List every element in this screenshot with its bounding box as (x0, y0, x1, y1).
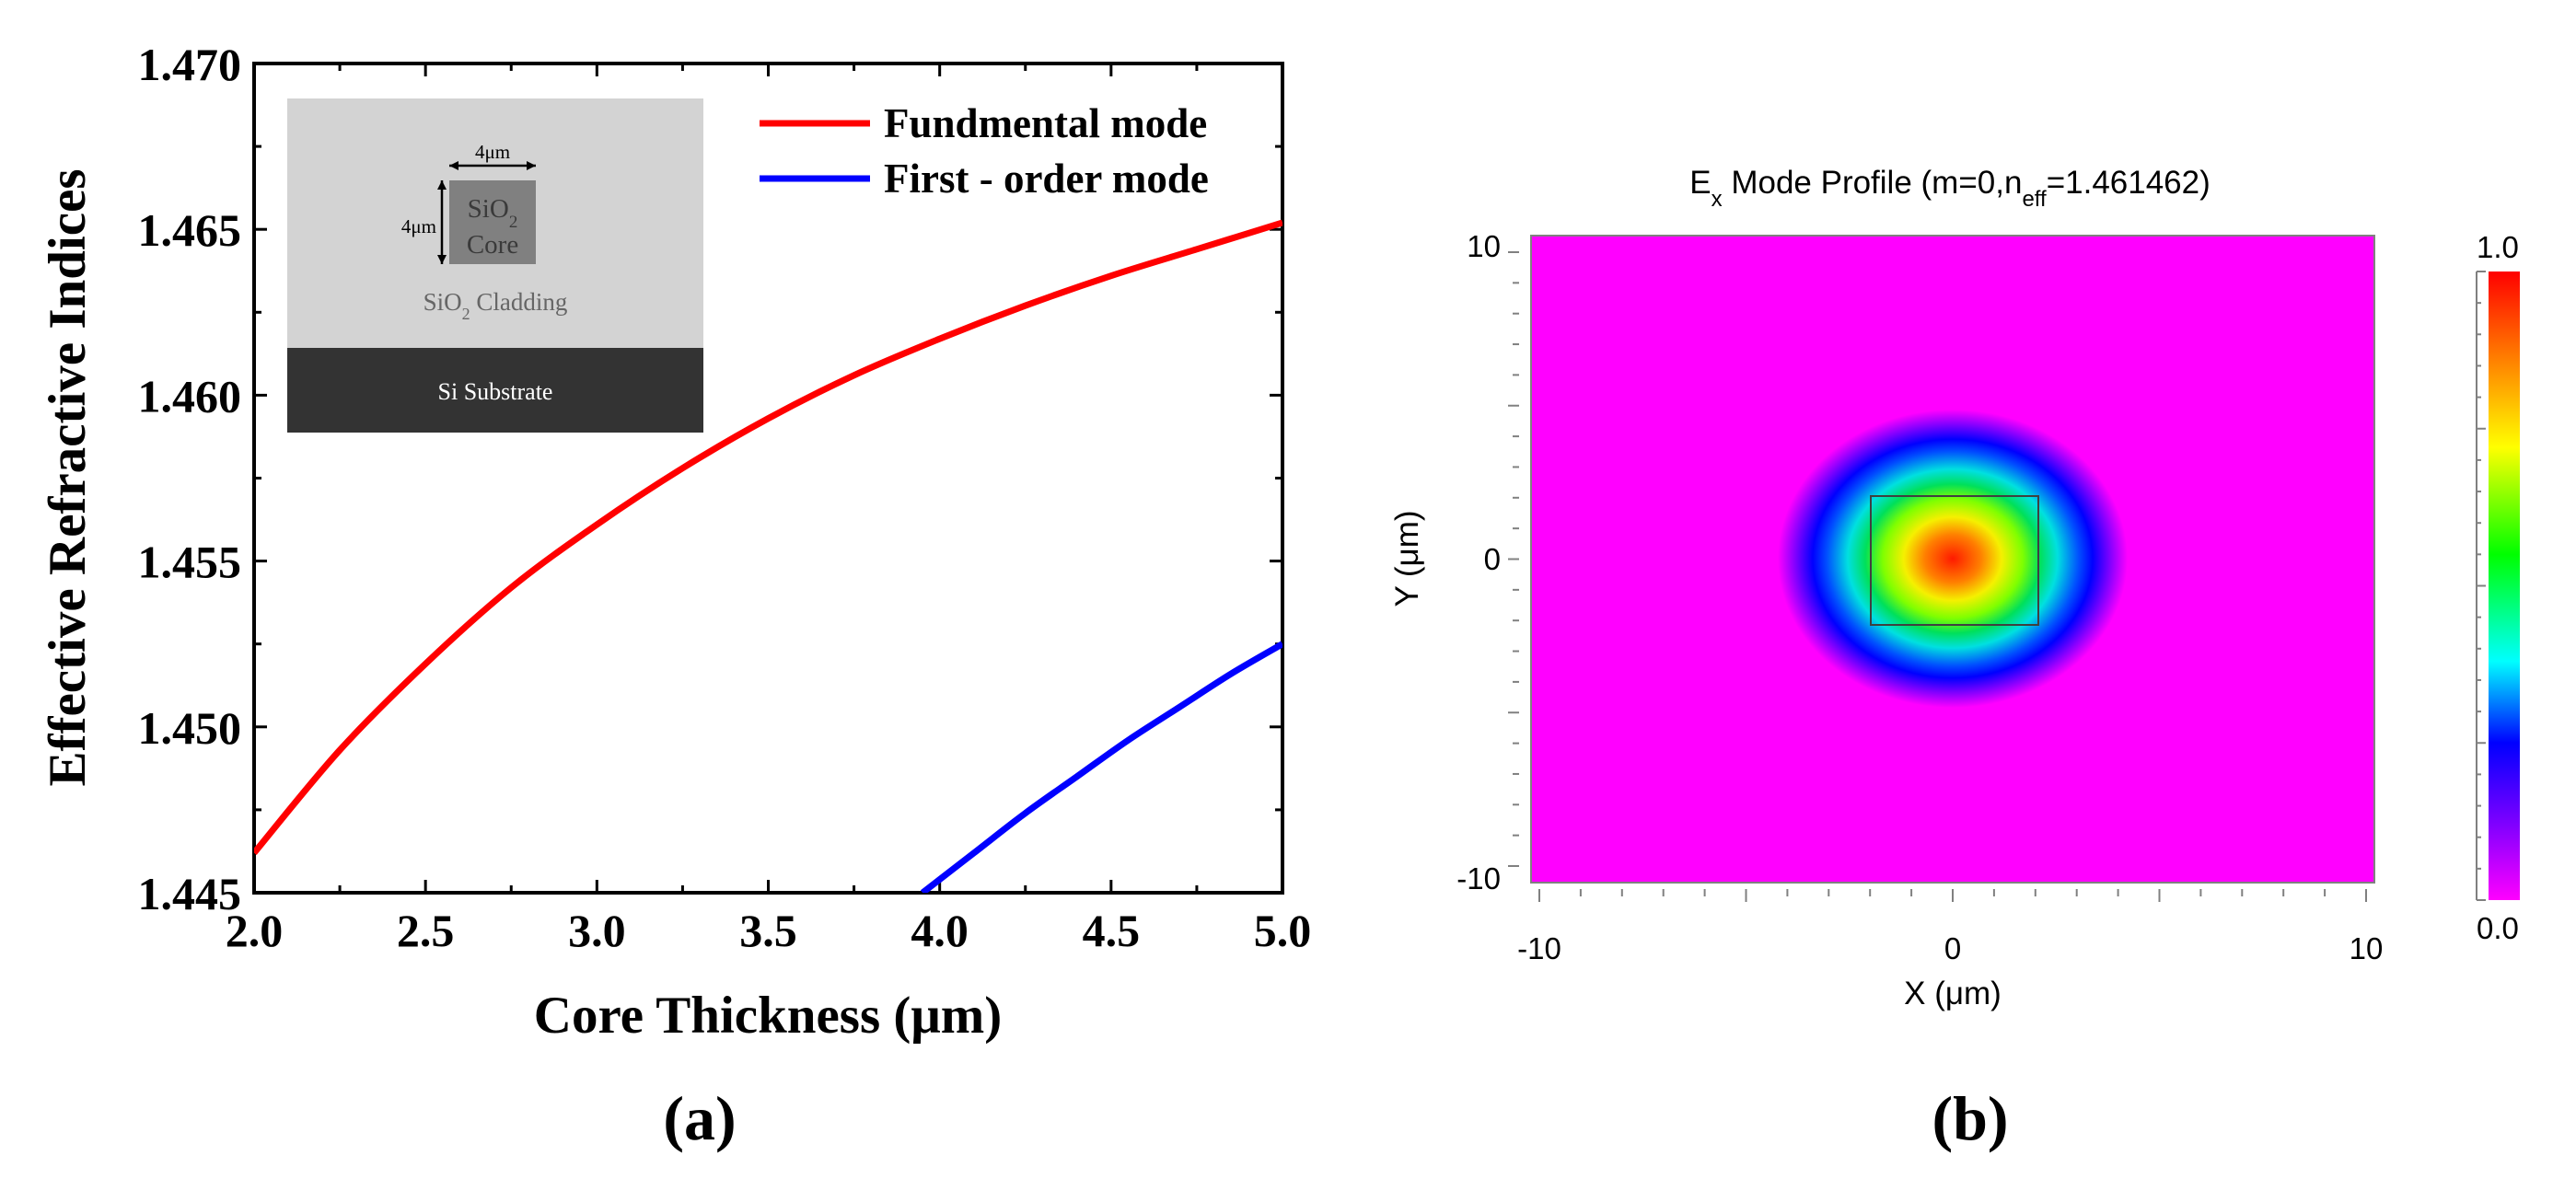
core-label: Core (467, 230, 518, 260)
width-dimension-label: 4μm (475, 141, 510, 163)
x-tick-label-10: 10 (2350, 931, 2384, 965)
series-line-fundamental (254, 219, 1282, 855)
panel-label-b: (b) (1932, 1083, 2008, 1153)
height-arrow-top (437, 180, 447, 190)
colorbar-min-label: 0.0 (2477, 911, 2519, 945)
y-tick-label-a: 1.465 (138, 204, 242, 256)
chart-a: 2.0 2.5 3.0 3.5 4.0 4.5 5.0 1.445 1.450 1.455 1.46… (39, 39, 1311, 1153)
x-tick-label-neg10: -10 (1517, 931, 1561, 965)
x-tick-label-a: 4.0 (911, 905, 969, 956)
panel-label-a: (a) (663, 1083, 736, 1153)
x-tick-label-a: 2.5 (397, 905, 455, 956)
height-arrow-bottom (437, 255, 447, 264)
y-tick-label-0: 0 (1484, 542, 1501, 576)
series-line-first-order (920, 641, 1282, 893)
y-tick-label-a: 1.460 (138, 370, 242, 422)
y-tick-label-neg10: -10 (1456, 861, 1501, 895)
colorbar-gradient (2489, 272, 2520, 900)
ticks-b (1508, 251, 2367, 902)
core-label-material: SiO2 (468, 194, 518, 232)
legend-a: Fundmental mode First - order mode (760, 100, 1209, 202)
x-tick-label-a: 4.5 (1083, 905, 1141, 956)
y-tick-label-10: 10 (1467, 229, 1501, 263)
y-axis-label-a: Effective Refractive Indices (39, 168, 97, 786)
series-lines-a (254, 219, 1282, 893)
y-tick-label-a: 1.455 (138, 537, 242, 588)
y-tick-label-a: 1.470 (138, 39, 242, 90)
core-region (449, 180, 536, 264)
x-axis-label-a: Core Thickness (μm) (534, 987, 1002, 1045)
y-tick-label-a: 1.445 (138, 868, 242, 919)
cladding-label: SiO2 Cladding (424, 288, 568, 323)
mode-field-peak (1778, 410, 2128, 708)
height-dimension-label: 4μm (401, 215, 436, 237)
x-tick-label-a: 3.5 (739, 905, 797, 956)
x-tick-label-a: 2.0 (226, 905, 284, 956)
x-tick-label-a: 5.0 (1254, 905, 1312, 956)
x-axis-label-b: X (μm) (1904, 976, 2002, 1011)
colorbar: 1.0 0.0 (2476, 230, 2520, 945)
tick-labels-a: 2.0 2.5 3.0 3.5 4.0 4.5 5.0 1.445 1.450 1.455 1.46… (138, 39, 1312, 956)
legend-label-fundamental: Fundmental mode (884, 100, 1207, 146)
legend-label-first-order: First - order mode (884, 156, 1209, 202)
colorbar-max-label: 1.0 (2477, 230, 2519, 264)
width-arrow-left (449, 161, 458, 170)
chart-b: Ex Mode Profile (m=0,neff=1.461462) -10 … (1389, 165, 2520, 1153)
waveguide-inset: 4μm 4μm SiO2 Core SiO2 Cladding Si Subst… (287, 98, 703, 433)
substrate-region (287, 348, 703, 433)
substrate-label: Si Substrate (438, 378, 553, 405)
y-axis-label-b: Y (μm) (1389, 510, 1425, 607)
ticks-a (252, 62, 1284, 895)
width-arrow-right (527, 161, 536, 170)
x-tick-label-0: 0 (1944, 931, 1961, 965)
y-tick-label-a: 1.450 (138, 702, 242, 754)
chart-title-b: Ex Mode Profile (m=0,neff=1.461462) (1689, 165, 2210, 212)
colorbar-ticks (2477, 271, 2486, 901)
waveguide-core-outline (1870, 495, 2039, 626)
x-tick-label-a: 3.0 (568, 905, 626, 956)
plot-frame-b (1530, 235, 2375, 884)
